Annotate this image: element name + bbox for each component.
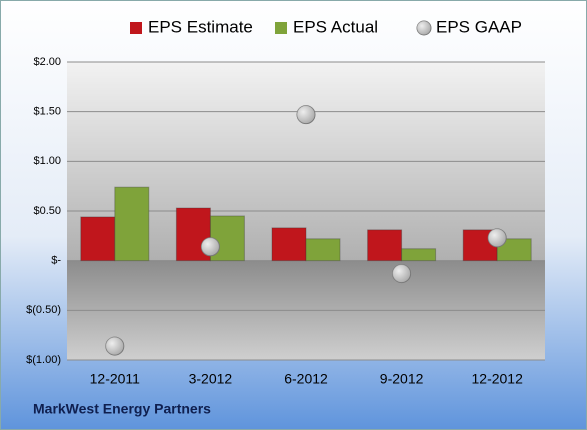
legend-marker [275,22,287,34]
legend-marker-shine [417,21,431,35]
legend-marker [130,22,142,34]
x-tick-label: 9-2012 [380,371,424,387]
legend-label: EPS Actual [293,17,378,36]
legend-label: EPS GAAP [436,17,522,36]
bar [80,216,116,262]
bar [114,186,150,262]
y-tick-label: $1.00 [33,155,61,167]
marker-shine [297,105,315,124]
legend-label: EPS Estimate [148,17,253,36]
bar [305,238,341,262]
y-tick-label: $0.50 [33,205,61,217]
y-tick-label: $(1.00) [26,354,61,366]
x-tick-label: 12-2012 [472,371,524,387]
marker-shine [105,337,124,356]
marker-shine [392,264,411,283]
bar [496,238,532,262]
footer: MarkWest Energy Partners [33,401,211,417]
x-tick-label: 6-2012 [284,371,328,387]
x-tick-label: 3-2012 [189,371,233,387]
y-tick-label: $- [51,255,61,267]
y-tick-label: $(0.50) [26,304,61,316]
marker-shine [488,228,507,247]
y-tick-label: $1.50 [33,106,61,118]
y-tick-label: $2.00 [33,56,61,68]
bar [367,229,403,262]
x-tick-label: 12-2011 [90,371,141,387]
marker-shine [201,237,220,256]
bar [401,248,437,262]
bar [271,227,307,262]
